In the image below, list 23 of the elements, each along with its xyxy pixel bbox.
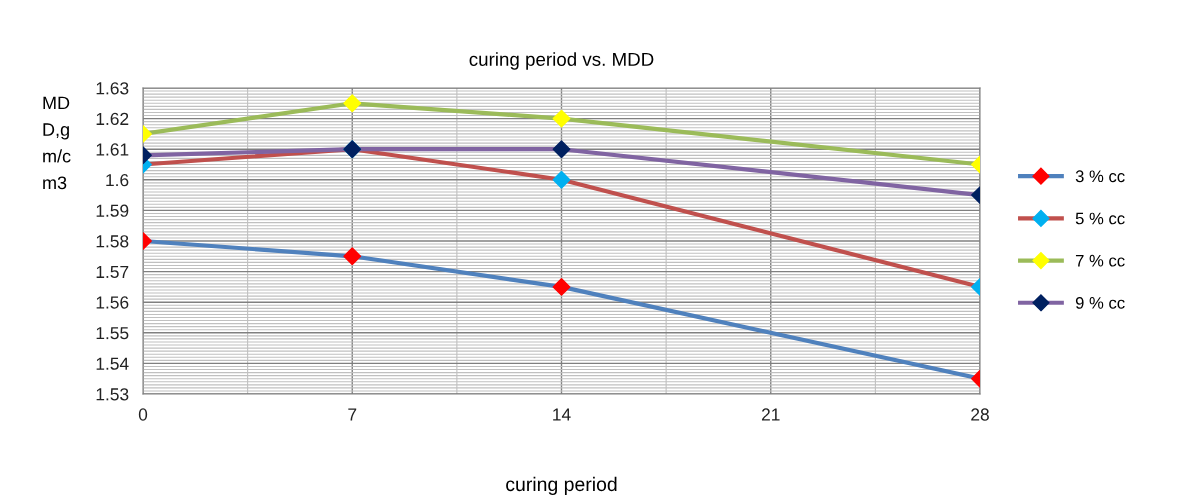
legend-label: 3 % cc [1075, 170, 1125, 183]
x-tick-label: 14 [553, 408, 571, 421]
legend-label: 9 % cc [1075, 296, 1125, 309]
x-tick-label: 0 [138, 408, 148, 421]
legend-label: 7 % cc [1075, 254, 1125, 267]
x-axis-title: curing period [506, 476, 617, 495]
y-tick-label: 1.56 [96, 296, 129, 309]
y-tick-label: 1.62 [96, 112, 129, 126]
y-tick-label: 1.57 [96, 265, 129, 279]
y-tick-label: 1.59 [96, 204, 129, 217]
legend-label: 5 % cc [1075, 212, 1125, 225]
y-tick-label: 1.61 [96, 143, 129, 156]
y-tick-label: 1.6 [106, 173, 129, 187]
x-tick-label: 7 [348, 408, 357, 421]
y-axis-title: MD D,g m/c m3 [43, 96, 71, 190]
chart-title: curing period vs. MDD [469, 52, 654, 70]
y-tick-label: 1.55 [96, 327, 129, 340]
y-tick-label: 1.63 [96, 82, 129, 95]
y-tick-label: 1.58 [96, 235, 129, 248]
x-tick-label: 21 [761, 408, 780, 421]
x-tick-label: 28 [971, 408, 989, 421]
y-tick-label: 1.54 [96, 357, 129, 370]
y-tick-label: 1.53 [96, 388, 129, 401]
